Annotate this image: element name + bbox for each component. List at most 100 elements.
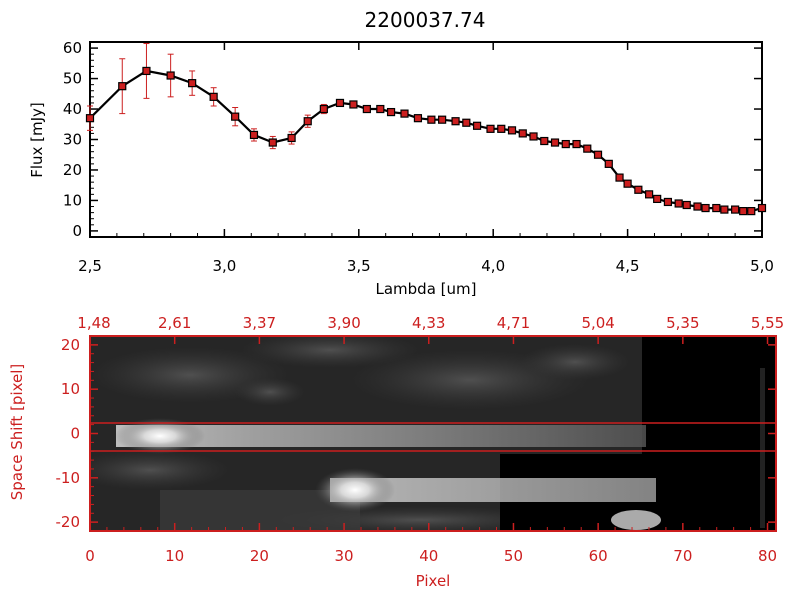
spectrum-x-tick-label: 4,0 — [481, 257, 505, 275]
spectrum-x-axis: 2,5 3,0 3,5 4,0 4,5 5,0 — [78, 42, 774, 275]
spectrum-y-axis-label: Flux [mJy] — [28, 102, 46, 178]
flux-marker — [663, 197, 673, 207]
spectrum-x-axis-label: Lambda [um] — [376, 280, 477, 298]
image-y-axis: -20 -10 0 10 20 — [56, 336, 776, 531]
spectral-image-plot: 0 10 20 30 40 50 60 70 80 1,48 2,61 3,37 3,90 4,33 4,… — [8, 314, 784, 590]
image-x-tick-label: 10 — [165, 547, 184, 565]
flux-marker — [303, 117, 312, 126]
flux-marker — [623, 179, 632, 188]
image-y-tick-label: 10 — [61, 380, 80, 398]
image-top-tick-label: 5,55 — [751, 314, 784, 332]
spectrum-y-tick-label: 20 — [63, 161, 82, 179]
spectrum-y-tick-label: 40 — [63, 100, 82, 118]
spectral-image — [90, 336, 776, 531]
flux-marker — [413, 114, 423, 123]
spectrum-x-tick-label: 2,5 — [78, 257, 102, 275]
spectrum-y-tick-label: 0 — [72, 222, 82, 240]
flux-marker — [349, 100, 358, 109]
spectrum-y-tick-label: 60 — [63, 39, 82, 57]
image-x-tick-label: 0 — [85, 547, 95, 565]
spectrum-y-tick-label: 50 — [63, 70, 82, 88]
flux-marker — [731, 205, 740, 214]
flux-marker — [507, 126, 517, 135]
flux-marker — [529, 132, 538, 141]
flux-marker — [451, 117, 460, 126]
image-top-tick-label: 5,04 — [581, 314, 614, 332]
flux-marker — [682, 200, 691, 210]
flux-marker — [712, 203, 721, 213]
image-top-tick-label: 4,71 — [497, 314, 530, 332]
flux-marker — [268, 138, 277, 147]
image-x-tick-label: 30 — [335, 547, 354, 565]
image-top-tick-label: 3,90 — [327, 314, 360, 332]
image-y-tick-label: -10 — [56, 469, 81, 487]
flux-marker — [472, 121, 482, 130]
spectrum-plot: 2,5 3,0 3,5 4,0 4,5 5,0 0 10 20 30 40 50 60 Lambda … — [28, 39, 774, 298]
flux-marker — [209, 92, 218, 101]
spectrum-series — [85, 43, 767, 216]
spectrum-y-tick-label: 30 — [63, 131, 82, 149]
image-x-tick-label: 60 — [589, 547, 608, 565]
image-x-tick-label: 50 — [504, 547, 523, 565]
flux-marker — [85, 114, 95, 123]
flux-marker — [593, 150, 603, 159]
flux-marker — [674, 199, 683, 208]
flux-marker — [231, 112, 240, 121]
flux-marker — [518, 129, 527, 138]
flux-marker — [540, 136, 549, 146]
image-top-tick-label: 5,35 — [666, 314, 699, 332]
flux-marker — [720, 205, 729, 214]
spectrum-x-tick-label: 5,0 — [750, 257, 774, 275]
flux-marker — [634, 185, 643, 194]
image-x-tick-label: 70 — [673, 547, 692, 565]
spectrum-x-tick-label: 3,5 — [347, 257, 371, 275]
flux-marker — [335, 98, 345, 108]
flux-marker — [438, 115, 447, 124]
image-x-axis: 0 10 20 30 40 50 60 70 80 — [85, 523, 777, 565]
image-top-wavelength-axis: 1,48 2,61 3,37 3,90 4,33 4,71 5,04 5,35 5,55 — [77, 314, 784, 344]
flux-marker — [550, 138, 560, 147]
image-top-tick-label: 3,37 — [243, 314, 276, 332]
flux-marker — [645, 190, 654, 199]
spectrum-x-tick-label: 4,5 — [616, 257, 640, 275]
image-y-tick-label: -20 — [56, 513, 81, 531]
chart-title: 2200037.74 — [365, 8, 486, 32]
image-x-tick-label: 80 — [758, 547, 777, 565]
image-x-tick-label: 20 — [250, 547, 269, 565]
flux-marker — [583, 144, 592, 153]
flux-marker — [615, 173, 624, 182]
image-x-tick-label: 40 — [419, 547, 438, 565]
flux-marker — [319, 104, 328, 114]
flux-marker — [362, 104, 371, 114]
image-y-tick-label: 0 — [70, 425, 80, 443]
image-top-tick-label: 1,48 — [77, 314, 110, 332]
image-top-tick-label: 2,61 — [158, 314, 191, 332]
flux-marker — [701, 203, 710, 213]
image-x-axis-label: Pixel — [416, 572, 451, 590]
flux-marker — [497, 124, 506, 133]
flux-marker — [757, 203, 767, 213]
flux-marker — [693, 202, 702, 211]
flux-marker — [376, 104, 385, 114]
flux-marker — [462, 118, 471, 127]
flux-marker — [653, 194, 662, 204]
flux-marker — [249, 130, 259, 140]
spectrum-x-tick-label: 3,0 — [212, 257, 236, 275]
flux-marker — [188, 79, 197, 88]
spectrum-y-axis: 0 10 20 30 40 50 60 — [63, 39, 762, 240]
flux-marker — [604, 159, 613, 168]
image-top-tick-label: 4,33 — [412, 314, 445, 332]
flux-marker — [166, 71, 175, 80]
spectrum-y-tick-label: 10 — [63, 191, 82, 209]
image-y-axis-label: Space Shift [pixel] — [8, 364, 26, 501]
flux-marker — [747, 207, 756, 216]
flux-marker — [561, 139, 570, 149]
flux-marker — [386, 107, 396, 117]
flux-marker — [142, 66, 151, 76]
flux-marker — [572, 139, 581, 149]
image-y-tick-label: 20 — [61, 336, 80, 354]
flux-marker — [427, 115, 436, 124]
flux-marker — [400, 109, 409, 118]
flux-marker — [486, 124, 495, 133]
flux-line — [89, 69, 763, 213]
